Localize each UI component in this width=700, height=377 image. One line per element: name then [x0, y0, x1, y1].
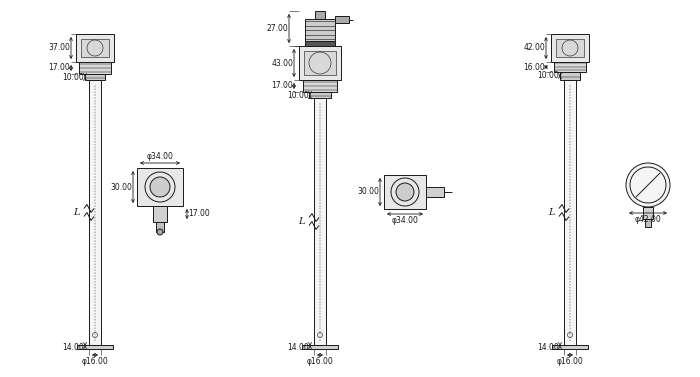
Text: 42.00: 42.00	[524, 43, 545, 52]
Bar	[384, 175, 426, 209]
Text: 10.00: 10.00	[287, 90, 309, 100]
Bar	[89, 80, 101, 345]
Bar	[85, 74, 105, 80]
Text: 17.00: 17.00	[272, 81, 293, 90]
Text: 14.00: 14.00	[62, 342, 84, 351]
Bar	[309, 92, 331, 98]
Bar	[299, 46, 341, 80]
Text: 16.00: 16.00	[524, 63, 545, 72]
Bar	[305, 41, 335, 46]
Bar	[305, 19, 335, 41]
Text: φ34.00: φ34.00	[391, 216, 419, 225]
Bar	[153, 206, 167, 222]
Bar	[79, 62, 111, 74]
Text: φ16.00: φ16.00	[556, 357, 583, 366]
Bar	[551, 34, 589, 62]
Bar	[315, 11, 325, 19]
Bar	[302, 345, 338, 349]
Text: 43.00: 43.00	[271, 58, 293, 67]
Bar	[137, 168, 183, 206]
Circle shape	[150, 177, 170, 197]
Text: φ42.00: φ42.00	[635, 215, 661, 224]
Bar	[77, 345, 113, 349]
Bar	[303, 80, 337, 92]
Text: L: L	[74, 208, 80, 217]
Text: φ16.00: φ16.00	[307, 357, 333, 366]
Bar	[645, 219, 651, 227]
Text: φ34.00: φ34.00	[146, 152, 174, 161]
Circle shape	[396, 183, 414, 201]
Text: φ16.00: φ16.00	[82, 357, 108, 366]
Text: 14.00: 14.00	[287, 342, 309, 351]
Text: 17.00: 17.00	[188, 210, 210, 219]
Text: 10.00: 10.00	[62, 72, 84, 81]
Bar	[76, 34, 114, 62]
Bar	[81, 39, 109, 57]
Bar	[304, 51, 336, 75]
Bar	[556, 39, 584, 57]
Bar	[552, 345, 588, 349]
Bar	[156, 222, 164, 232]
Bar	[564, 80, 576, 345]
Bar	[643, 207, 653, 219]
Circle shape	[626, 163, 670, 207]
Bar	[335, 16, 349, 23]
Bar	[314, 98, 326, 345]
Text: 30.00: 30.00	[357, 187, 379, 196]
Text: 27.00: 27.00	[266, 24, 288, 33]
Text: L: L	[549, 208, 555, 217]
Bar	[560, 72, 580, 80]
Bar	[554, 62, 586, 72]
Text: 30.00: 30.00	[110, 182, 132, 192]
Text: L: L	[298, 217, 305, 226]
Text: 17.00: 17.00	[48, 63, 70, 72]
Text: 14.00: 14.00	[538, 342, 559, 351]
Circle shape	[157, 229, 163, 235]
Text: 10.00: 10.00	[538, 72, 559, 81]
Bar	[426, 187, 444, 197]
Text: 37.00: 37.00	[48, 43, 70, 52]
